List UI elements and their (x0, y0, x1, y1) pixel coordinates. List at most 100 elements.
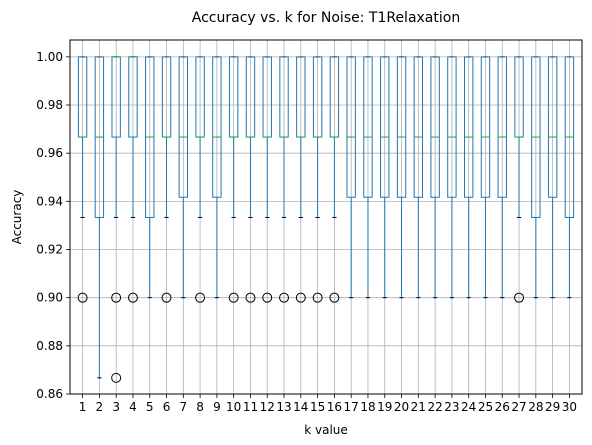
x-tick-label: 5 (146, 400, 154, 414)
box-k-4 (127, 56, 138, 303)
x-tick-label: 21 (411, 400, 426, 414)
outlier-point (111, 372, 122, 383)
iqr-box (430, 56, 440, 198)
box-k-14 (295, 56, 306, 303)
x-tick-label: 16 (327, 400, 342, 414)
chart-title: Accuracy vs. k for Noise: T1Relaxation (192, 10, 460, 26)
x-axis: 1 2 3 4 5 6 7 8 9 10 11 12 13 14 15 16 17 18 19 20 21 22 23 24 2… (79, 394, 577, 414)
x-tick-label: 12 (260, 400, 275, 414)
iqr-box (346, 56, 356, 198)
x-tick-label: 22 (427, 400, 442, 414)
box-k-13 (279, 56, 290, 303)
x-tick-label: 27 (511, 400, 526, 414)
iqr-box (396, 56, 407, 198)
box-k-15 (312, 56, 323, 303)
y-tick-label: 0.90 (36, 291, 63, 305)
box-k-7 (178, 56, 189, 299)
outlier-point (295, 292, 306, 303)
box-k-17 (346, 56, 356, 299)
box-k-19 (380, 56, 390, 299)
iqr-box (212, 56, 222, 198)
x-tick-label: 9 (213, 400, 221, 414)
x-tick-label: 29 (545, 400, 560, 414)
x-tick-label: 28 (528, 400, 543, 414)
outlier-point (329, 292, 340, 303)
outlier-point (195, 292, 206, 303)
y-axis-label: Accuracy (10, 190, 24, 245)
x-tick-label: 24 (461, 400, 476, 414)
plot-frame (69, 39, 583, 395)
box-k-6 (161, 56, 172, 303)
box-k-1 (77, 56, 88, 303)
box-k-8 (195, 56, 206, 303)
y-tick-label: 0.98 (36, 98, 63, 112)
x-tick-label: 8 (196, 400, 204, 414)
iqr-box (480, 56, 491, 198)
x-tick-label: 1 (79, 400, 87, 414)
y-tick-label: 1.00 (36, 50, 63, 64)
y-tick-label: 0.96 (36, 146, 63, 160)
y-axis: 0.86 0.88 0.90 0.92 0.94 0.96 0.98 1.00 (36, 50, 70, 401)
iqr-box (447, 56, 457, 198)
box-k-10 (228, 56, 239, 303)
boxes-layer (77, 56, 575, 383)
iqr-box (380, 56, 390, 198)
x-tick-label: 4 (129, 400, 137, 414)
x-tick-label: 11 (243, 400, 258, 414)
x-tick-label: 10 (226, 400, 241, 414)
x-tick-label: 14 (293, 400, 308, 414)
box-k-2 (94, 56, 105, 379)
x-tick-label: 18 (360, 400, 375, 414)
outlier-point (161, 292, 172, 303)
box-k-12 (262, 56, 273, 303)
iqr-box (497, 56, 507, 198)
y-tick-label: 0.88 (36, 339, 63, 353)
x-tick-label: 30 (562, 400, 577, 414)
box-k-25 (480, 56, 491, 299)
box-k-29 (547, 56, 558, 299)
y-tick-label: 0.92 (36, 243, 63, 257)
iqr-box (463, 56, 474, 198)
x-tick-label: 13 (276, 400, 291, 414)
box-k-23 (447, 56, 457, 299)
box-k-16 (329, 56, 340, 303)
iqr-box (547, 56, 558, 198)
x-tick-label: 23 (444, 400, 459, 414)
y-tick-label: 0.94 (36, 194, 63, 208)
outlier-point (279, 292, 290, 303)
x-tick-label: 3 (112, 400, 120, 414)
box-k-20 (396, 56, 407, 299)
x-tick-label: 2 (96, 400, 104, 414)
x-tick-label: 6 (163, 400, 171, 414)
outlier-point (111, 292, 122, 303)
outlier-point (262, 292, 273, 303)
box-k-26 (497, 56, 507, 299)
box-k-3 (111, 56, 122, 383)
x-tick-label: 19 (377, 400, 392, 414)
iqr-box (178, 56, 189, 198)
x-tick-label: 25 (478, 400, 493, 414)
box-k-27 (514, 56, 525, 303)
x-tick-label: 15 (310, 400, 325, 414)
box-k-22 (430, 56, 440, 299)
y-tick-label: 0.86 (36, 387, 63, 401)
box-k-24 (463, 56, 474, 299)
outlier-point (514, 292, 525, 303)
box-k-18 (363, 56, 373, 299)
outlier-point (228, 292, 239, 303)
iqr-box (413, 56, 424, 198)
x-tick-label: 26 (495, 400, 510, 414)
outlier-point (127, 292, 138, 303)
box-k-11 (245, 56, 256, 303)
outlier-point (245, 292, 256, 303)
box-k-30 (564, 56, 575, 299)
box-k-21 (413, 56, 424, 299)
x-tick-label: 7 (179, 400, 187, 414)
outlier-point (312, 292, 323, 303)
box-k-28 (531, 56, 541, 299)
x-axis-label: k value (304, 423, 348, 437)
box-k-5 (145, 56, 155, 299)
outlier-point (77, 292, 88, 303)
x-tick-label: 17 (344, 400, 359, 414)
